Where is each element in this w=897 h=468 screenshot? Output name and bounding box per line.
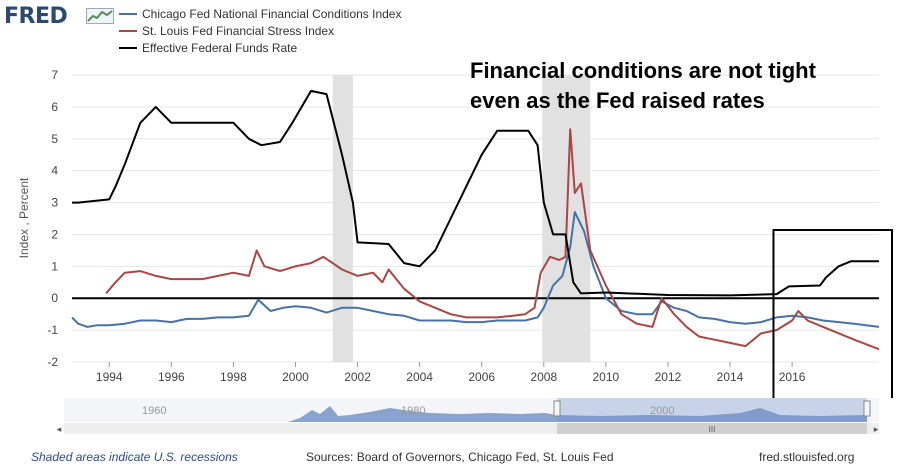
recession-note: Shaded areas indicate U.S. recessions [31,450,238,464]
legend-label-nfci: Chicago Fed National Financial Condition… [142,6,402,21]
fred-logo[interactable]: FRED [4,4,68,29]
x-tick-label: 2006 [468,370,495,384]
legend-item-nfci[interactable]: Chicago Fed National Financial Condition… [119,5,401,22]
legend-label-fedfunds: Effective Federal Funds Rate [142,40,298,55]
navigator-left-handle[interactable] [553,400,561,417]
navigator-scrollbar-track[interactable] [64,423,879,434]
annotation-line-1: Financial conditions are not tight [470,58,816,83]
x-tick-label: 2002 [344,370,371,384]
y-tick-label: -2 [47,355,58,369]
y-axis-title: Index , Percent [17,177,31,258]
navigator-area-series [288,406,867,422]
y-tick-label: 3 [51,196,58,210]
chart-plot: -2 -1 0 1 2 3 4 5 6 7 1994 1996 1998 2000 2002 2004 2006… [17,68,894,398]
x-tick-label: 1996 [158,370,185,384]
nfci-line [71,211,880,328]
legend-item-stlfsi[interactable]: St. Louis Fed Financial Stress Index [119,22,401,39]
fred-logo-chart-icon [86,8,114,24]
navigator-label-2000: 2000 [650,405,674,417]
legend-swatch-nfci [119,12,137,15]
legend-swatch-stlfsi [119,29,137,32]
y-tick-label: 1 [51,259,58,273]
x-tick-label: 1998 [220,370,247,384]
chart-legend: Chicago Fed National Financial Condition… [119,5,401,56]
sources-text: Sources: Board of Governors, Chicago Fed… [306,450,614,464]
x-tick-label: 2010 [593,370,620,384]
legend-swatch-fedfunds [119,46,137,49]
legend-label-stlfsi: St. Louis Fed Financial Stress Index [142,23,335,38]
navigator-scroll-right-arrow[interactable]: ▸ [874,424,879,434]
x-tick-label: 1994 [96,370,123,384]
range-navigator[interactable]: 1960 1980 2000 III ◂ ▸ [0,398,897,438]
x-tick-label: 2012 [655,370,682,384]
recession-band [332,75,353,362]
x-tick-label: 2004 [406,370,433,384]
highlight-box [772,229,894,398]
x-tick-label: 2008 [530,370,557,384]
x-tick-label: 2014 [717,370,744,384]
y-tick-label: 4 [51,164,58,178]
navigator-label-1960: 1960 [142,405,166,417]
x-tick-label: 2000 [282,370,309,384]
navigator-scroll-left-arrow[interactable]: ◂ [57,424,62,434]
source-site-link[interactable]: fred.stlouisfed.org [759,450,855,464]
navigator-scrollbar-thumb[interactable] [557,423,867,434]
y-tick-label: 0 [51,291,58,305]
legend-item-fedfunds[interactable]: Effective Federal Funds Rate [119,39,401,56]
x-tick-label: 2016 [779,370,806,384]
chart-annotation: Financial conditions are not tight even … [470,56,816,116]
y-tick-label: 6 [51,100,58,114]
navigator-label-1980: 1980 [401,405,425,417]
fedfunds-line [72,89,879,297]
stlfsi-line [105,128,880,351]
navigator-scroll-grip: III [709,425,716,434]
annotation-line-2: even as the Fed raised rates [470,88,765,113]
y-tick-label: 7 [51,68,58,82]
navigator-right-handle[interactable] [863,400,871,417]
y-tick-label: -1 [47,323,58,337]
y-tick-label: 5 [51,132,58,146]
y-tick-label: 2 [51,227,58,241]
